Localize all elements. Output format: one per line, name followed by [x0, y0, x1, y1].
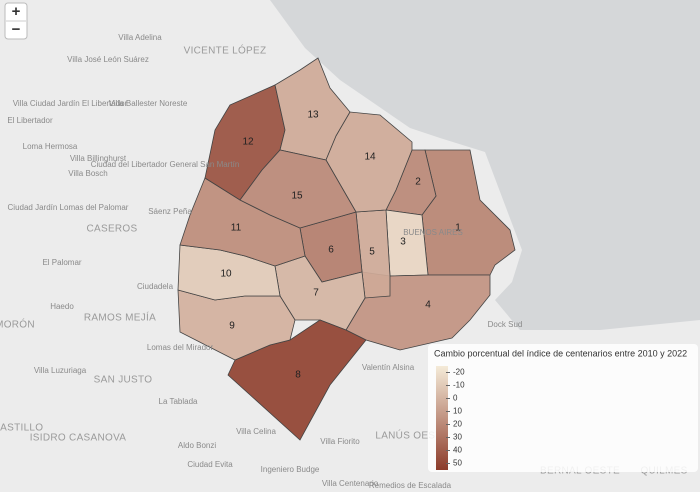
place-label: SAN JUSTO [94, 375, 153, 386]
place-label: Aldo Bonzi [178, 441, 216, 450]
place-label: BUENOS AIRES [403, 228, 463, 237]
legend-tick-label: 30 [453, 433, 462, 442]
place-label: Villa José León Suárez [67, 55, 149, 64]
comuna-label: 13 [307, 110, 319, 121]
comuna-label: 1 [455, 223, 461, 234]
place-label: Valentín Alsina [362, 363, 415, 372]
legend-tick-label: -20 [453, 368, 465, 377]
zoom-control: + − [4, 2, 28, 40]
place-label: ISIDRO CASANOVA [30, 433, 127, 444]
comuna-label: 14 [364, 152, 376, 163]
place-label: CASTILLO [0, 423, 43, 434]
place-label: Villa Fiorito [320, 437, 360, 446]
place-label: VICENTE LÓPEZ [184, 44, 267, 57]
comuna-label: 4 [425, 300, 431, 311]
place-label: CASEROS [86, 224, 137, 235]
place-label: Remedios de Escalada [369, 481, 452, 490]
zoom-in[interactable]: + [12, 3, 21, 20]
place-label: Haedo [50, 302, 74, 311]
legend-tick-label: 40 [453, 446, 462, 455]
place-label: MORÓN [0, 318, 35, 331]
comuna-label: 6 [328, 245, 334, 256]
place-label: Villa Bosch [68, 169, 107, 178]
place-label: Villa Ballester Noreste [109, 99, 188, 108]
comuna [385, 209, 429, 277]
legend-tick-label: 50 [453, 459, 462, 468]
river [270, 0, 700, 330]
place-label: Ciudad del Libertador General San Martín [91, 160, 240, 169]
comuna-label: 3 [400, 237, 406, 248]
legend-gradient [436, 366, 448, 470]
place-label: Villa Celina [236, 427, 276, 436]
comuna-label: 9 [229, 321, 235, 332]
place-label: Ingeniero Budge [261, 465, 320, 474]
place-label: El Libertador [7, 116, 53, 125]
place-label: El Palomar [42, 258, 81, 267]
legend-tick-label: 10 [453, 407, 462, 416]
place-label: Villa Adelina [118, 33, 162, 42]
legend-title: Cambio porcentual del índice de centenar… [434, 348, 687, 358]
legend-tick-label: 0 [453, 394, 458, 403]
place-label: Villa Ciudad Jardín El Libertador [13, 99, 128, 108]
place-label: Ciudad Evita [187, 460, 233, 469]
place-label: Dock Sud [488, 320, 523, 329]
place-label: Villa Centenario [322, 479, 379, 488]
comuna [239, 149, 357, 229]
legend-tick-label: -10 [453, 381, 465, 390]
place-label: RAMOS MEJÍA [84, 311, 156, 324]
place-label: Villa Luzuriaga [34, 366, 87, 375]
place-label: Loma Hermosa [23, 142, 78, 151]
comuna-label: 7 [313, 288, 319, 299]
comuna-label: 2 [415, 177, 421, 188]
place-label: La Tablada [159, 397, 199, 406]
comuna-label: 5 [369, 247, 375, 258]
legend: Cambio porcentual del índice de centenar… [428, 344, 698, 472]
place-label: Lomas del Mirador [147, 343, 214, 352]
comuna-label: 12 [242, 137, 254, 148]
place-label: Ciudadela [137, 282, 174, 291]
comuna-label: 11 [231, 223, 242, 234]
zoom-out[interactable]: − [12, 21, 21, 38]
legend-tick-label: 20 [453, 420, 462, 429]
legend-box [428, 344, 698, 472]
comuna-label: 8 [295, 370, 301, 381]
place-label: Villa Billinghurst [70, 154, 127, 163]
place-label: Ciudad Jardín Lomas del Palomar [8, 203, 129, 212]
comuna-label: 15 [291, 191, 303, 202]
place-labels: Villa Adelina VICENTE LÓPEZ Villa José Leó… [0, 33, 687, 490]
place-label: Sáenz Peña [148, 207, 192, 216]
comuna-label: 10 [220, 269, 232, 280]
